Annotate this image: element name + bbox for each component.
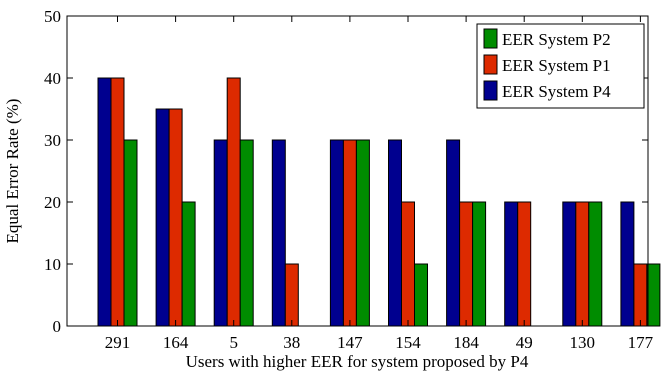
bar-eer-system-p1-49 [517, 201, 532, 327]
x-tick-label: 164 [163, 333, 189, 352]
bar-eer-system-p1-184 [459, 201, 474, 327]
y-tick-label: 40 [44, 69, 61, 88]
bar-eer-system-p2-164 [181, 201, 196, 327]
bar-eer-system-p4-291 [97, 77, 112, 327]
bar-eer-system-p2-5 [239, 139, 254, 327]
bar-eer-system-p2-177 [646, 263, 661, 327]
legend: EER System P2 EER System P1 EER System P4 [476, 23, 645, 109]
bar-eer-system-p4-130 [562, 201, 577, 327]
legend-label: EER System P1 [502, 56, 611, 75]
y-axis-label: Equal Error Rate (%) [3, 99, 22, 244]
x-tick-label: 291 [105, 333, 131, 352]
bar-eer-system-p4-147 [329, 139, 344, 327]
x-tick-label: 49 [516, 333, 533, 352]
bar-eer-system-p2-291 [123, 139, 138, 327]
y-tick-label: 0 [53, 317, 62, 336]
x-axis: 291 164 5 38 147 154 184 49 130 177 [105, 16, 654, 352]
bars-group [97, 77, 661, 327]
x-tick-label: 5 [229, 333, 238, 352]
bar-eer-system-p1-38 [284, 263, 299, 327]
legend-swatch-eer-system-p4 [483, 80, 498, 101]
legend-box [476, 23, 645, 109]
bar-eer-system-p2-147 [355, 139, 370, 327]
bar-eer-system-p2-154 [414, 263, 428, 327]
bar-eer-system-p1-147 [342, 139, 357, 327]
bar-eer-system-p4-38 [271, 139, 286, 327]
y-axis: 0 10 20 30 40 50 [44, 7, 648, 336]
bar-eer-system-p4-154 [388, 139, 402, 327]
bar-eer-system-p4-177 [620, 201, 635, 327]
bar-eer-system-p1-5 [226, 77, 241, 327]
y-tick-label: 10 [44, 255, 61, 274]
bar-eer-system-p1-164 [168, 108, 183, 327]
legend-swatch-eer-system-p2 [483, 28, 498, 49]
x-tick-label: 154 [395, 333, 421, 352]
legend-swatch-eer-system-p1 [483, 54, 498, 75]
bar-eer-system-p4-49 [504, 201, 519, 327]
bar-eer-system-p2-130 [588, 201, 603, 327]
y-tick-label: 30 [44, 131, 61, 150]
bar-eer-system-p1-177 [633, 263, 648, 327]
bar-eer-system-p4-5 [213, 139, 228, 327]
bar-eer-system-p4-184 [446, 139, 461, 327]
x-tick-label: 184 [453, 333, 479, 352]
bar-eer-system-p1-130 [575, 201, 590, 327]
x-axis-label: Users with higher EER for system propose… [186, 352, 529, 371]
legend-label: EER System P2 [502, 30, 611, 49]
y-tick-label: 50 [44, 7, 61, 26]
legend-label: EER System P4 [502, 82, 611, 101]
bar-eer-system-p1-154 [401, 201, 415, 327]
plot-frame [66, 15, 649, 327]
x-tick-label: 130 [570, 333, 596, 352]
y-tick-label: 20 [44, 193, 61, 212]
bar-eer-system-p1-291 [110, 77, 125, 327]
bar-eer-system-p4-164 [155, 108, 170, 327]
x-tick-label: 38 [283, 333, 300, 352]
bar-eer-system-p2-184 [472, 201, 487, 327]
x-tick-label: 177 [628, 333, 654, 352]
x-tick-label: 147 [337, 333, 363, 352]
